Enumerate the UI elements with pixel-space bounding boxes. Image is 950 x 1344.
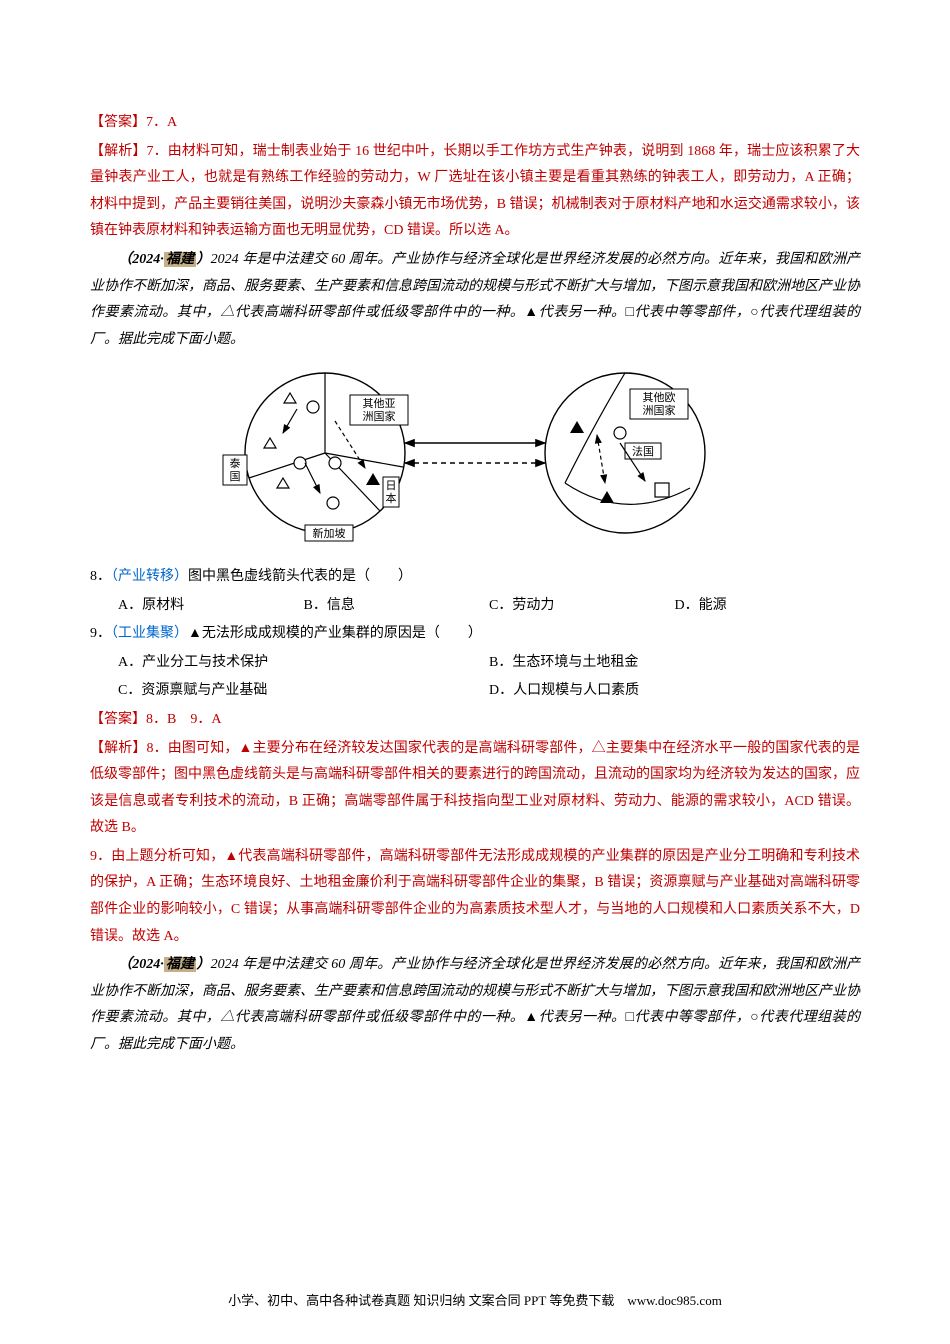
q8-opt-b: B．信息 xyxy=(304,593,490,620)
analysis9-text: 9．由上题分析可知，▲代表高端科研零部件，高端科研零部件无法形成成规模的产业集群… xyxy=(90,849,860,944)
passage-2: （2024·福建）2024 年是中法建交 60 周年。产业协作与经济全球化是世界… xyxy=(90,952,860,1058)
passage-1: （2024·福建）2024 年是中法建交 60 周年。产业协作与经济全球化是世界… xyxy=(90,247,860,353)
answer89-text: 8．B 9．A xyxy=(146,712,221,727)
q9-stem: ▲无法形成成规模的产业集群的原因是（ ） xyxy=(188,626,482,641)
q8-opt-a: A．原材料 xyxy=(118,593,304,620)
answer-text: 7．A xyxy=(146,115,177,130)
diagram: 其他亚 洲国家 泰 国 日 本 新加坡 其他欧 洲国家 法国 xyxy=(90,363,860,554)
question-8: 8．（产业转移）图中黑色虚线箭头代表的是（ ） xyxy=(90,564,860,591)
question-9: 9．（工业集聚）▲无法形成成规模的产业集群的原因是（ ） xyxy=(90,621,860,648)
q9-opt-b: B．生态环境与土地租金 xyxy=(489,650,860,677)
svg-text:国: 国 xyxy=(230,470,241,483)
q8-opt-c: C．劳动力 xyxy=(489,593,675,620)
q9-opt-a: A．产业分工与技术保护 xyxy=(118,650,489,677)
label-other-asia-2: 洲国家 xyxy=(363,409,396,423)
passage-tag: 福建 xyxy=(164,252,197,267)
q8-prefix: 8． xyxy=(90,569,111,584)
svg-text:洲国家: 洲国家 xyxy=(643,403,676,417)
answer89-label: 【答案】 xyxy=(90,712,146,727)
q9-opt-d: D．人口规模与人口素质 xyxy=(489,678,860,705)
analysis-9: 9．由上题分析可知，▲代表高端科研零部件，高端科研零部件无法形成成规模的产业集群… xyxy=(90,844,860,950)
answer-label: 【答案】 xyxy=(90,115,146,130)
answer-89: 【答案】8．B 9．A xyxy=(90,707,860,734)
passage2-tag: 福建 xyxy=(164,957,197,972)
diagram-svg: 其他亚 洲国家 泰 国 日 本 新加坡 其他欧 洲国家 法国 xyxy=(205,363,745,543)
svg-text:泰: 泰 xyxy=(230,456,241,470)
svg-text:本: 本 xyxy=(386,491,397,505)
q8-options: A．原材料 B．信息 C．劳动力 D．能源 xyxy=(90,593,860,620)
q9-opt-c: C．资源禀赋与产业基础 xyxy=(118,678,489,705)
label-other-asia-1: 其他亚 xyxy=(363,397,396,410)
footer: 小学、初中、高中各种试卷真题 知识归纳 文案合同 PPT 等免费下载 www.d… xyxy=(0,1289,950,1314)
q8-opt-d: D．能源 xyxy=(675,593,861,620)
passage-suffix: ） xyxy=(196,252,210,267)
analysis-label: 【解析】 xyxy=(90,144,147,159)
q9-tag: （工业集聚） xyxy=(111,626,188,641)
q8-tag: （产业转移） xyxy=(111,569,188,584)
label-singapore: 新加坡 xyxy=(313,526,346,540)
svg-text:其他欧: 其他欧 xyxy=(643,391,676,404)
q9-prefix: 9． xyxy=(90,626,111,641)
analysis-7: 【解析】7．由材料可知，瑞士制表业始于 16 世纪中叶，长期以手工作坊方式生产钟… xyxy=(90,139,860,245)
analysis-8: 【解析】8．由图可知，▲主要分布在经济较发达国家代表的是高端科研零部件，△主要集… xyxy=(90,736,860,842)
label-france: 法国 xyxy=(632,444,654,458)
analysis-text: 7．由材料可知，瑞士制表业始于 16 世纪中叶，长期以手工作坊方式生产钟表，说明… xyxy=(90,144,860,239)
analysis8-text: 8．由图可知，▲主要分布在经济较发达国家代表的是高端科研零部件，△主要集中在经济… xyxy=(90,741,860,836)
svg-text:日: 日 xyxy=(386,480,397,492)
q9-options: A．产业分工与技术保护 B．生态环境与土地租金 C．资源禀赋与产业基础 D．人口… xyxy=(90,650,860,707)
answer-7: 【答案】7．A xyxy=(90,110,860,137)
analysis8-label: 【解析】 xyxy=(90,741,147,756)
passage2-prefix: （2024· xyxy=(118,957,164,972)
q8-stem: 图中黑色虚线箭头代表的是（ ） xyxy=(188,569,412,584)
passage2-suffix: ） xyxy=(196,957,210,972)
passage-prefix: （2024· xyxy=(118,252,164,267)
